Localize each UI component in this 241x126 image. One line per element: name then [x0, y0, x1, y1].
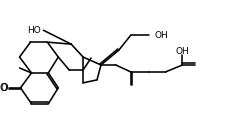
Text: O: O — [0, 83, 7, 93]
Text: OH: OH — [155, 31, 168, 40]
Text: HO: HO — [27, 26, 40, 35]
Text: O: O — [1, 83, 8, 93]
Text: OH: OH — [175, 47, 189, 56]
